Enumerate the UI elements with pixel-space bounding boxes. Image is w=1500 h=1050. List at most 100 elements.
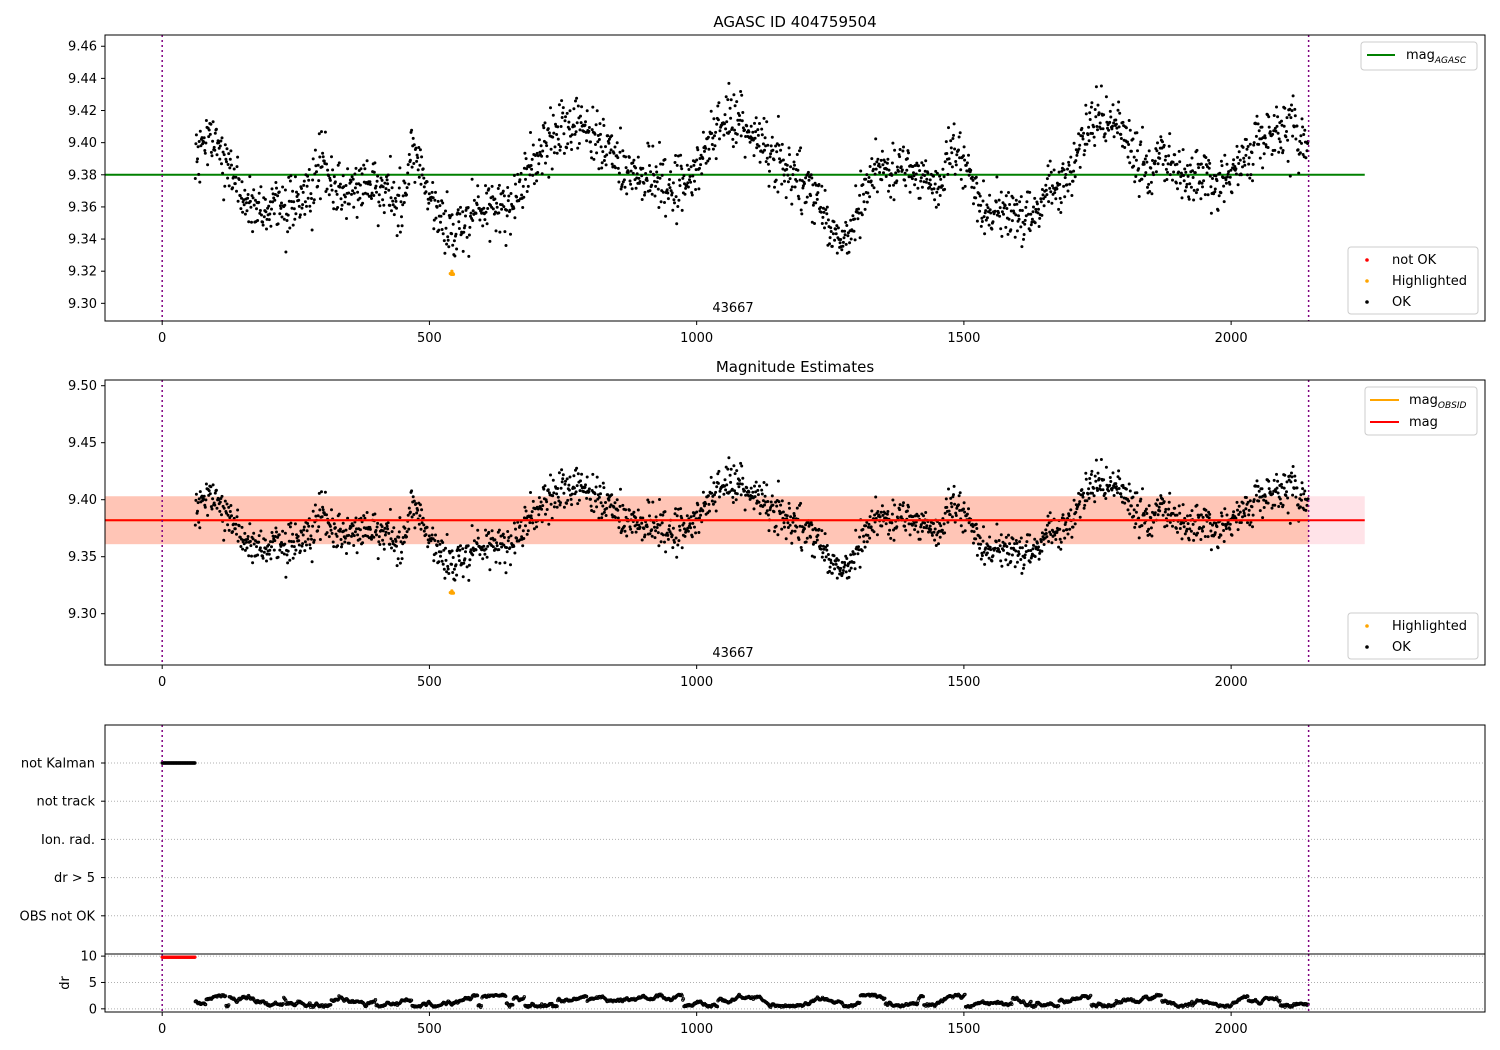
data-point-ok (332, 175, 336, 179)
data-point-ok (553, 501, 557, 505)
data-point-ok (549, 106, 552, 110)
data-point-ok (585, 496, 589, 500)
data-point-ok (467, 233, 471, 237)
data-point-ok (678, 178, 681, 182)
data-point-ok (1246, 173, 1249, 177)
data-point-ok (323, 490, 327, 494)
data-point-ok (813, 222, 816, 225)
data-point-ok (834, 562, 838, 566)
data-point-ok (1003, 204, 1007, 207)
data-point-ok (426, 545, 430, 549)
data-point-ok (1174, 181, 1178, 185)
data-point-ok (512, 521, 516, 525)
data-point-ok (643, 190, 647, 194)
data-point-ok (984, 546, 988, 550)
data-point-ok (1161, 513, 1165, 517)
data-point-ok (377, 535, 381, 539)
data-point-ok (1157, 151, 1161, 155)
data-point-ok (442, 548, 446, 552)
data-point-ok (781, 510, 785, 514)
data-point-ok (1275, 124, 1279, 128)
data-point-ok (680, 208, 684, 212)
data-point-ok (253, 198, 257, 202)
data-point-ok (1285, 490, 1288, 494)
data-point-ok (840, 560, 844, 564)
y-tick-label: 9.30 (68, 297, 97, 312)
data-point-ok (321, 508, 325, 512)
data-point-ok (788, 177, 792, 181)
data-point-ok (572, 474, 576, 478)
data-point-ok (262, 215, 266, 219)
data-point-ok (958, 509, 962, 512)
data-point-ok (378, 204, 382, 208)
data-point-ok (680, 167, 684, 171)
data-point-ok (832, 554, 836, 558)
data-point-ok (531, 499, 535, 503)
data-point-ok (562, 491, 566, 495)
data-point-ok (466, 206, 470, 209)
data-point-ok (377, 200, 381, 204)
data-point-ok (674, 154, 678, 157)
data-point-ok (1181, 503, 1185, 507)
data-point-ok (1282, 124, 1286, 128)
data-point-ok (374, 184, 378, 188)
data-point-ok (532, 527, 536, 531)
data-point-ok (506, 530, 510, 533)
data-point-ok (967, 153, 970, 157)
data-point-ok (1007, 217, 1011, 221)
data-point-ok (1000, 234, 1004, 238)
data-point-ok (591, 105, 595, 109)
data-point-ok (1207, 516, 1211, 520)
data-point-ok (328, 524, 332, 528)
data-point-ok (458, 212, 462, 216)
data-point-ok (318, 538, 322, 541)
data-point-ok (657, 206, 661, 209)
data-point-ok (351, 189, 355, 193)
data-point-ok (247, 554, 251, 558)
data-point-ok (1019, 558, 1023, 561)
data-point-ok (497, 211, 501, 215)
data-point-ok (400, 215, 403, 219)
data-point-ok (1165, 524, 1169, 528)
data-point-ok (1279, 502, 1283, 505)
data-point-ok (664, 550, 668, 554)
data-point-ok (559, 486, 563, 490)
data-point-ok (628, 179, 632, 183)
data-point-ok (584, 120, 587, 124)
data-point-ok (376, 521, 380, 525)
data-point-ok (397, 530, 401, 534)
data-point-ok (445, 533, 449, 536)
data-point-ok (1275, 486, 1279, 490)
data-point-ok (1166, 162, 1170, 166)
data-point-ok (1162, 143, 1166, 147)
data-point-ok (1101, 127, 1105, 131)
data-point-ok (743, 489, 746, 493)
data-point-ok (225, 147, 229, 151)
data-point-ok (1128, 489, 1132, 493)
data-point-ok (283, 203, 287, 207)
data-point-ok (1132, 155, 1136, 159)
data-point-ok (1291, 465, 1295, 468)
data-point-ok (552, 505, 556, 509)
data-point-ok (835, 224, 839, 228)
data-point-ok (874, 495, 878, 499)
data-point-ok (862, 540, 866, 544)
data-point-ok (520, 193, 524, 197)
data-point-ok (330, 531, 334, 535)
data-point-ok (711, 136, 715, 140)
data-point-ok (1294, 137, 1298, 141)
data-point-ok (604, 501, 607, 504)
data-point-ok (653, 536, 657, 540)
data-point-ok (640, 538, 644, 542)
data-point-ok (1299, 493, 1303, 497)
data-point-ok (1201, 166, 1205, 169)
data-point-ok (691, 521, 695, 525)
data-point-ok (1116, 108, 1120, 112)
data-point-ok (361, 541, 365, 545)
data-point-ok (957, 148, 960, 152)
data-point-ok (211, 497, 215, 501)
data-point-ok (311, 178, 315, 182)
data-point-ok (415, 511, 419, 515)
data-point-ok (932, 174, 935, 178)
data-point-ok (1280, 119, 1283, 123)
